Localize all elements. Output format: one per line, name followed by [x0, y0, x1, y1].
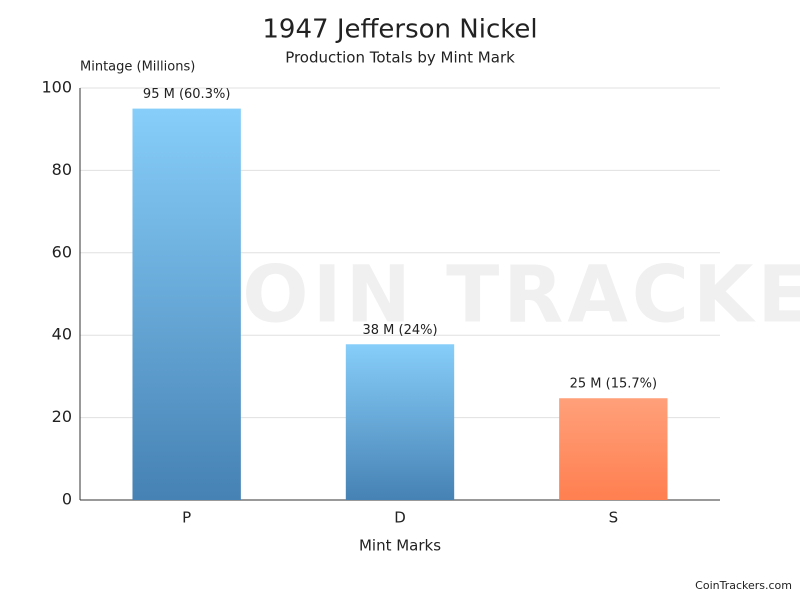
x-axis-title: Mint Marks	[359, 537, 441, 555]
bar	[559, 398, 667, 500]
bar	[132, 109, 240, 500]
y-axis-title: Mintage (Millions)	[80, 60, 195, 75]
y-tick-label: 40	[52, 325, 72, 344]
y-tick-label: 100	[41, 78, 72, 97]
chart-title: 1947 Jefferson Nickel	[262, 15, 537, 45]
y-tick-label: 0	[62, 490, 72, 509]
y-tick-label: 80	[52, 160, 72, 179]
y-tick-label: 20	[52, 407, 72, 426]
x-tick-label: D	[394, 509, 406, 527]
data-label: 95 M (60.3%)	[143, 87, 230, 102]
bar	[346, 344, 454, 500]
watermark: COIN TRACKERS	[181, 250, 800, 340]
data-label: 25 M (15.7%)	[570, 377, 657, 392]
x-tick-label: S	[609, 509, 619, 527]
chart-subtitle: Production Totals by Mint Mark	[285, 49, 515, 67]
y-tick-label: 60	[52, 242, 72, 261]
footer: CoinTrackers.com	[695, 579, 792, 592]
data-label: 38 M (24%)	[362, 323, 437, 338]
x-tick-label: P	[182, 509, 191, 527]
